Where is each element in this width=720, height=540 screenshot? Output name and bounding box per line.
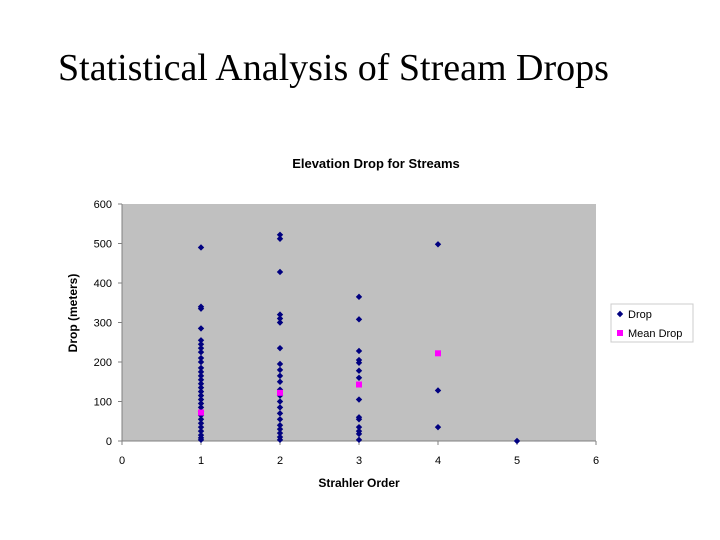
drop-point: [197, 436, 205, 444]
drop-point: [197, 376, 205, 383]
drop-point: [276, 360, 284, 368]
x-axis-label: Strahler Order: [318, 476, 400, 490]
drop-point: [276, 311, 284, 318]
drop-point: [355, 430, 363, 438]
drop-point: [276, 268, 284, 276]
drop-point: [197, 396, 205, 403]
legend: Drop Mean Drop: [610, 303, 694, 343]
drop-point: [197, 427, 205, 435]
mean-drop-point: [435, 350, 441, 357]
x-tick-label: 4: [435, 455, 441, 467]
drop-point: [276, 410, 284, 417]
drop-point: [355, 374, 363, 381]
drop-point: [276, 319, 284, 326]
drop-point: [434, 241, 442, 248]
drop-point: [276, 235, 284, 242]
drop-point: [197, 384, 205, 391]
drop-point: [355, 359, 363, 366]
drop-point: [197, 341, 205, 348]
legend-drop-marker: [616, 310, 624, 318]
drop-point: [355, 347, 363, 355]
y-tick-label: 100: [94, 397, 112, 409]
drop-point: [197, 244, 205, 251]
chart-title: Elevation Drop for Streams: [292, 156, 460, 171]
x-tick-label: 1: [198, 455, 204, 467]
drop-point: [276, 398, 284, 405]
drop-point: [355, 367, 363, 374]
x-tick-label: 3: [356, 455, 362, 467]
drop-point: [276, 416, 284, 423]
drop-point: [197, 400, 205, 407]
slide-title: Statistical Analysis of Stream Drops: [58, 47, 609, 89]
drop-point: [197, 380, 205, 387]
drop-point: [513, 437, 521, 445]
legend-drop-label: Drop: [628, 309, 652, 321]
drop-point: [197, 388, 205, 395]
y-tick-label: 300: [94, 318, 112, 330]
drop-point: [355, 293, 363, 301]
drop-point: [197, 348, 205, 356]
drop-point: [197, 337, 205, 344]
drop-point: [276, 344, 284, 352]
drop-point: [276, 404, 284, 411]
x-tick-label: 0: [119, 455, 125, 467]
drop-point: [276, 422, 284, 429]
drop-point: [197, 372, 205, 380]
drop-point: [276, 231, 284, 239]
legend-box: [610, 303, 694, 343]
legend-mean-drop-label: Mean Drop: [628, 328, 682, 340]
drop-point: [197, 358, 205, 366]
drop-point: [197, 416, 205, 423]
y-tick-label: 200: [94, 357, 112, 369]
drop-point: [197, 423, 205, 431]
drop-point: [276, 315, 284, 322]
y-axis-label: Drop (meters): [66, 274, 80, 353]
drop-point: [355, 316, 363, 323]
drop-point: [197, 344, 205, 352]
x-tick-label: 2: [277, 455, 283, 467]
drop-point: [276, 378, 284, 385]
y-tick-label: 0: [106, 436, 112, 448]
drop-point: [197, 305, 205, 312]
mean-drop-point: [198, 409, 204, 416]
drop-point: [276, 436, 284, 444]
drop-point: [355, 423, 363, 431]
drop-point: [197, 354, 205, 362]
drop-point: [434, 387, 442, 394]
drop-point: [197, 364, 205, 372]
drop-point: [276, 366, 284, 374]
drop-point: [276, 425, 284, 433]
drop-point: [276, 372, 284, 380]
y-tick-label: 400: [94, 278, 112, 290]
y-tick-label: 600: [94, 199, 112, 211]
mean-drop-point: [277, 389, 283, 396]
legend-mean-drop-marker: [617, 330, 623, 336]
y-tick-label: 500: [94, 239, 112, 251]
drop-point: [197, 325, 205, 332]
x-tick-label: 6: [593, 455, 599, 467]
drop-point: [276, 429, 284, 437]
mean-drop-point: [356, 381, 362, 388]
drop-point: [355, 436, 363, 444]
x-tick-label: 5: [514, 455, 520, 467]
drop-point: [197, 404, 205, 411]
drop-point: [355, 396, 363, 403]
drop-point: [434, 423, 442, 431]
drop-point: [197, 368, 205, 376]
drop-point: [197, 420, 205, 427]
drop-point: [197, 392, 205, 399]
drop-point: [355, 416, 363, 423]
